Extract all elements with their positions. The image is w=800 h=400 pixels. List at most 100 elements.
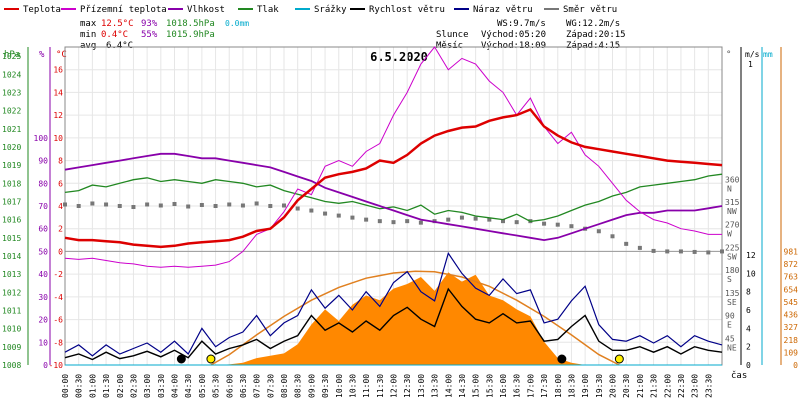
temp-tick-label: 8: [58, 157, 63, 166]
info-block: WS:9.7m/s WG:12.2m/s Slunce Východ:05:20…: [436, 19, 626, 51]
temp-tick-label: -4: [53, 293, 63, 302]
time-tick-label: 08:00: [280, 374, 289, 398]
wind-direction-point: [213, 204, 218, 208]
chart-title: 6.5.2020: [370, 50, 428, 64]
wind-direction-point: [446, 217, 451, 222]
wind-direction-point: [692, 249, 697, 254]
time-tick-label: 06:30: [239, 374, 248, 398]
time-tick-label: 19:00: [581, 374, 590, 398]
time-tick-label: 23:00: [691, 374, 700, 398]
wind-direction-point: [104, 202, 109, 207]
time-tick-label: 15:00: [472, 374, 481, 398]
time-tick-label: 13:30: [431, 374, 440, 398]
time-tick-label: 05:00: [198, 374, 207, 398]
dir-tick-label: 90: [725, 312, 735, 321]
solar-tick-label: 872: [784, 260, 799, 269]
temp-tick-label: 0: [58, 247, 63, 256]
stats-min-temp: 0.4°C: [101, 30, 128, 40]
temp-tick-label: 14: [53, 88, 63, 97]
solar-tick-label: 763: [784, 273, 799, 282]
stats-min-press: 1015.9hPa: [166, 30, 215, 40]
time-tick-label: 10:30: [348, 374, 357, 398]
hpa-tick-label: 1013: [2, 270, 21, 279]
time-tick-label: 04:00: [171, 374, 180, 398]
wind-direction-point: [336, 213, 341, 218]
time-tick-label: 01:30: [102, 374, 111, 398]
wind-direction-point: [172, 201, 177, 206]
dir-tick-label: 315: [725, 198, 740, 207]
hpa-tick-label: 1014: [2, 252, 21, 261]
wind-direction-point: [295, 206, 300, 211]
plot-group: [63, 46, 724, 366]
dir-compass-label: NW: [727, 207, 737, 216]
legend-label: Náraz větru: [473, 5, 533, 15]
dir-compass-label: S: [727, 275, 732, 284]
pct-tick-label: 100: [34, 134, 49, 143]
temp-unit-label: °C: [56, 50, 67, 60]
time-tick-label: 00:30: [75, 374, 84, 398]
time-tick-label: 14:30: [458, 374, 467, 398]
moonrise-marker: [557, 354, 567, 364]
time-tick-label: 14:00: [444, 374, 453, 398]
hpa-tick-label: 1021: [2, 125, 21, 134]
wind-direction-point: [282, 203, 286, 208]
ground-temperature-line: [64, 46, 722, 268]
info-sun-rise: Východ:05:20: [481, 30, 546, 40]
time-tick-label: 08:30: [294, 374, 303, 398]
time-tick-label: 21:00: [636, 374, 645, 398]
temp-tick-label: 16: [53, 66, 63, 75]
ms-tick-label: 8: [746, 288, 751, 297]
temperature-line: [64, 107, 723, 249]
wind-direction-point: [158, 203, 163, 208]
solar-tick-label: 109: [784, 348, 799, 357]
info-sun-set: Západ:20:15: [566, 30, 626, 40]
hpa-tick-label: 1008: [2, 361, 21, 370]
dir-tick-label: 180: [725, 266, 740, 275]
solar-tick-label: 654: [784, 285, 799, 294]
time-tick-label: 22:00: [663, 374, 672, 398]
dir-tick-label: 360: [725, 175, 740, 184]
time-tick-label: 21:30: [650, 374, 659, 398]
sunrise-marker: [206, 354, 216, 364]
hpa-tick-label: 1025: [2, 52, 21, 61]
temp-tick-label: -8: [53, 338, 63, 347]
legend-label: Srážky: [314, 5, 347, 15]
dir-unit-label: °: [726, 50, 731, 60]
time-tick-label: 09:00: [307, 374, 316, 398]
pct-tick-label: 60: [38, 225, 48, 234]
dir-compass-label: SE: [727, 298, 737, 307]
time-tick-label: 16:00: [499, 374, 508, 398]
time-tick-label: 09:30: [321, 374, 330, 398]
info-moon-rise: Východ:18:09: [481, 41, 546, 51]
time-tick-label: 18:30: [567, 374, 576, 398]
time-tick-label: 03:30: [157, 374, 166, 398]
pct-tick-label: 30: [38, 293, 48, 302]
time-tick-label: 16:30: [513, 374, 522, 398]
wind-direction-point: [459, 215, 464, 220]
dir-compass-label: W: [727, 230, 732, 239]
legend: Teplota Přízemní teplota Vlhkost Tlak Srážky…: [4, 5, 617, 15]
time-tick-label: 03:00: [143, 374, 152, 398]
wind-direction-point: [637, 245, 642, 250]
time-tick-label: 12:30: [403, 374, 412, 398]
hpa-unit-label: hPa: [4, 50, 20, 60]
wind-direction-point: [514, 220, 519, 225]
wind-direction-point: [377, 219, 382, 224]
stats-avg-temp: 6.4°C: [106, 41, 133, 51]
hpa-tick-label: 1020: [2, 143, 21, 152]
wind-direction-point: [418, 220, 423, 225]
ms-tick-label: 4: [746, 324, 751, 333]
pct-tick-label: 90: [38, 157, 48, 166]
dir-compass-label: N: [727, 184, 732, 193]
hpa-tick-label: 1016: [2, 216, 21, 225]
hpa-tick-label: 1012: [2, 288, 21, 297]
time-tick-label: 17:00: [526, 374, 535, 398]
ms-tick-label: 6: [746, 306, 751, 315]
wind-direction-point: [76, 204, 81, 208]
dir-tick-label: 225: [725, 243, 740, 252]
legend-label: Rychlost větru: [369, 5, 445, 15]
time-tick-label: 00:00: [61, 374, 70, 398]
time-tick-label: 22:30: [677, 374, 686, 398]
time-tick-label: 04:30: [184, 374, 193, 398]
